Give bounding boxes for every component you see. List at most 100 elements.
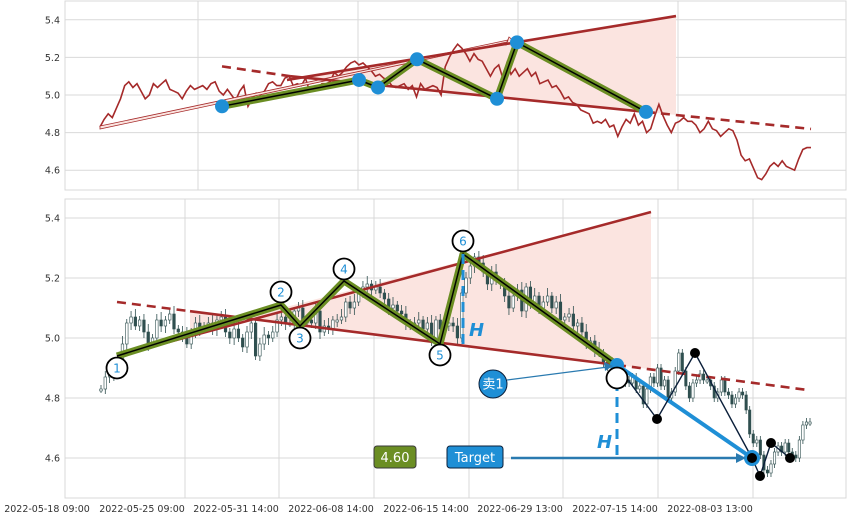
projection-points bbox=[610, 348, 795, 481]
pivot-point bbox=[352, 72, 366, 87]
candle-body bbox=[425, 322, 429, 330]
candle-body bbox=[279, 316, 283, 321]
x-tick-label: 2022-08-03 13:00 bbox=[667, 504, 753, 515]
candle-body bbox=[348, 301, 352, 309]
candle-body bbox=[133, 316, 137, 327]
top-gridlines bbox=[65, 1, 846, 190]
candle-body bbox=[705, 379, 709, 383]
candle-body bbox=[804, 421, 808, 426]
candle-body bbox=[638, 385, 642, 390]
sell-pointer-arrow bbox=[506, 366, 609, 381]
x-tick-label: 2022-05-18 09:00 bbox=[4, 504, 90, 515]
projection-path-outline bbox=[615, 363, 754, 460]
candle-body bbox=[262, 334, 266, 345]
candle-body bbox=[659, 367, 663, 387]
candle-body bbox=[567, 313, 571, 318]
candle-body bbox=[365, 283, 369, 288]
main-y-tick-label: 5.2 bbox=[45, 274, 60, 285]
candle-body bbox=[155, 319, 159, 339]
main-y-tick-label: 5.4 bbox=[45, 214, 60, 225]
top-y-tick-label: 4.6 bbox=[45, 166, 60, 177]
lower-trendline-main bbox=[189, 309, 618, 367]
candle-body bbox=[773, 451, 777, 465]
candle-body bbox=[684, 370, 688, 387]
x-tick-label: 2022-05-25 09:00 bbox=[99, 504, 185, 515]
candle-body bbox=[748, 409, 752, 435]
sell-badge-circle bbox=[478, 369, 508, 399]
pivot-labels: 1 2 3 4 5 6 bbox=[105, 229, 629, 390]
candle-body bbox=[554, 301, 558, 309]
candle-body bbox=[765, 469, 769, 474]
projection-point bbox=[690, 348, 700, 358]
x-tick-label: 2022-05-31 14:00 bbox=[193, 504, 279, 515]
candle-body bbox=[687, 385, 691, 399]
top-y-tick-label: 4.8 bbox=[45, 128, 60, 139]
pivot-point bbox=[371, 80, 385, 95]
candle-body bbox=[344, 301, 348, 318]
candle-body bbox=[163, 319, 168, 327]
candle-body bbox=[797, 439, 801, 459]
target-box-label: Target bbox=[454, 451, 495, 466]
upper-trendline-top bbox=[286, 14, 677, 82]
candle-body bbox=[378, 286, 382, 294]
candle-body bbox=[451, 322, 455, 327]
pivot-point bbox=[490, 91, 504, 106]
top-y-tick-label: 5.0 bbox=[45, 91, 60, 102]
candle-body bbox=[719, 379, 723, 393]
pivot-label-circle bbox=[605, 366, 629, 390]
candle-body bbox=[801, 424, 805, 441]
pivot-label-circle bbox=[288, 326, 312, 350]
candle-body bbox=[99, 388, 103, 392]
candle-body bbox=[266, 334, 271, 339]
projection-point bbox=[766, 438, 776, 448]
candle-body bbox=[783, 442, 787, 453]
main-x-axis: 2022-05-18 09:00 2022-05-25 09:00 2022-05-… bbox=[4, 504, 753, 515]
pivot-point bbox=[410, 52, 424, 67]
top-y-tick-label: 5.2 bbox=[45, 53, 60, 64]
candle-body bbox=[159, 319, 163, 327]
lower-trendline-right-extension bbox=[616, 363, 809, 392]
price-line bbox=[99, 43, 811, 181]
x-tick-label: 2022-07-15 14:00 bbox=[572, 504, 658, 515]
main-y-axis: 4.6 4.8 5.0 5.2 5.4 bbox=[45, 214, 60, 465]
x-tick-label: 2022-06-08 14:00 bbox=[288, 504, 374, 515]
top-pivot-markers bbox=[215, 35, 653, 119]
triangle-fill-main bbox=[190, 212, 651, 370]
candle-body bbox=[666, 379, 670, 399]
candle-body bbox=[318, 310, 322, 333]
candle-body bbox=[751, 433, 755, 444]
pivot-point bbox=[639, 104, 653, 119]
pivot-point bbox=[510, 35, 524, 50]
top-y-axis: 4.6 4.8 5.0 5.2 5.4 bbox=[45, 15, 60, 176]
candle-body bbox=[339, 316, 344, 321]
candle-body bbox=[652, 376, 656, 384]
projection-point bbox=[747, 453, 757, 463]
candle-body bbox=[228, 331, 232, 339]
candle-body bbox=[399, 310, 404, 315]
top-panel: 4.6 4.8 5.0 5.2 5.4 bbox=[45, 0, 847, 191]
pivot-point bbox=[215, 99, 229, 114]
height-label: H bbox=[469, 320, 484, 341]
lower-trendline-extension-top bbox=[645, 110, 812, 131]
pivot-label-5: 5 bbox=[436, 348, 444, 362]
lower-trendline-left-extension bbox=[116, 300, 191, 313]
target-box: Target bbox=[446, 445, 504, 469]
candle-body bbox=[702, 373, 706, 381]
candle-body bbox=[558, 301, 563, 321]
candle-body bbox=[129, 316, 133, 324]
main-y-tick-label: 4.6 bbox=[45, 454, 60, 465]
candle-body bbox=[245, 331, 249, 348]
main-panel: 4.64.85.05.25.4 2022-05-18 09:00 2022-05-… bbox=[4, 198, 847, 515]
main-y-tick-label: 4.8 bbox=[45, 394, 60, 405]
height-label-projected: H bbox=[597, 432, 612, 453]
candle-body bbox=[219, 316, 223, 321]
candle-body bbox=[421, 319, 425, 330]
candle-body bbox=[723, 379, 727, 393]
target-price-box bbox=[373, 445, 417, 469]
candle-body bbox=[737, 391, 741, 399]
candle-body bbox=[545, 295, 550, 303]
price-box: 4.60 bbox=[373, 445, 417, 469]
candle-body bbox=[331, 319, 335, 330]
candle-body bbox=[550, 295, 554, 309]
